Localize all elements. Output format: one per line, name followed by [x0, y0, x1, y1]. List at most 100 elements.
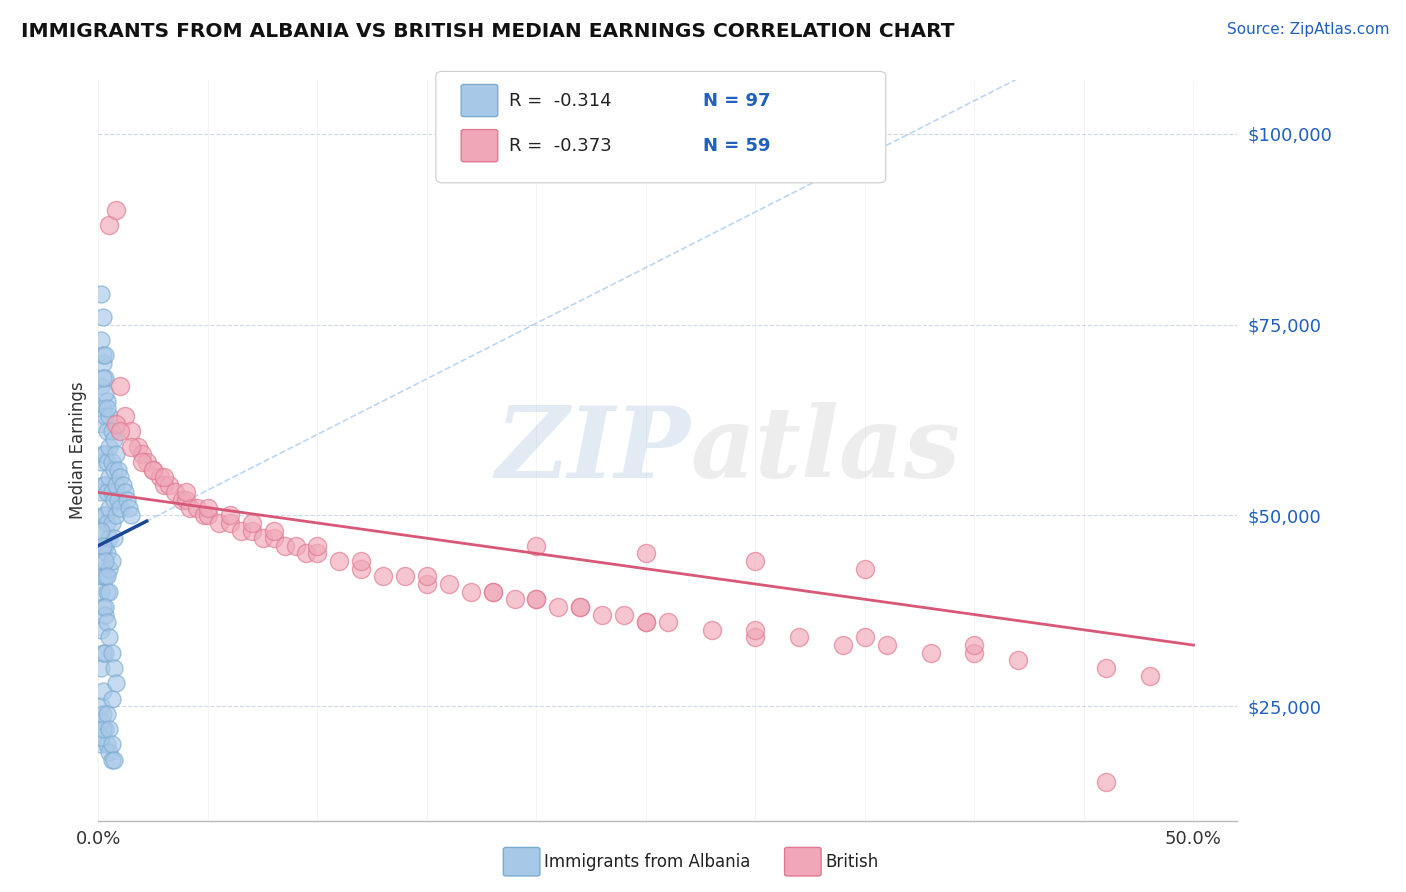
Point	[90, 417, 112, 431]
Point	[876, 638, 898, 652]
Point	[98, 631, 121, 645]
Point	[569, 599, 592, 614]
Point	[90, 584, 112, 599]
Point	[100, 737, 122, 751]
Point	[90, 485, 112, 500]
Point	[273, 539, 295, 553]
Point	[307, 547, 329, 561]
Point	[100, 753, 122, 767]
Point	[120, 425, 142, 439]
Point	[94, 348, 117, 362]
Point	[114, 409, 136, 423]
Point	[787, 631, 810, 645]
Point	[110, 470, 132, 484]
Point	[90, 699, 112, 714]
Point	[100, 691, 122, 706]
Point	[94, 646, 117, 660]
Point	[328, 554, 350, 568]
Point	[503, 592, 526, 607]
Point	[90, 287, 112, 301]
Point	[91, 722, 114, 736]
Point	[963, 646, 986, 660]
Point	[94, 722, 117, 736]
Point	[98, 440, 121, 454]
Point	[1139, 668, 1161, 682]
Point	[91, 356, 114, 370]
Point	[127, 440, 149, 454]
Point	[90, 714, 112, 729]
Point	[142, 462, 165, 476]
Point	[103, 753, 125, 767]
Point	[107, 462, 129, 476]
Point	[91, 310, 114, 324]
Point	[744, 554, 766, 568]
Point	[208, 516, 231, 530]
Point	[104, 508, 127, 523]
Point	[98, 531, 121, 545]
Text: R =  -0.373: R = -0.373	[509, 136, 612, 154]
Point	[416, 577, 439, 591]
Point	[91, 539, 114, 553]
Point	[295, 547, 318, 561]
Point	[90, 524, 112, 538]
Text: Source: ZipAtlas.com: Source: ZipAtlas.com	[1226, 22, 1389, 37]
Point	[416, 569, 439, 583]
Point	[104, 676, 127, 690]
Text: R =  -0.314: R = -0.314	[509, 92, 612, 110]
Point	[98, 584, 121, 599]
Point	[103, 531, 125, 545]
Point	[96, 485, 118, 500]
Point	[229, 524, 252, 538]
Point	[107, 493, 129, 508]
Point	[100, 455, 122, 469]
Point	[104, 417, 127, 431]
Point	[700, 623, 723, 637]
Point	[115, 493, 138, 508]
Point	[252, 531, 274, 545]
Point	[197, 500, 219, 515]
Point	[170, 493, 193, 508]
Point	[90, 623, 112, 637]
Point	[371, 569, 394, 583]
Point	[1007, 653, 1029, 667]
Text: N = 59: N = 59	[703, 136, 770, 154]
Point	[634, 547, 657, 561]
Point	[350, 554, 373, 568]
Point	[96, 547, 118, 561]
Point	[91, 478, 114, 492]
Point	[103, 432, 125, 446]
Point	[90, 661, 112, 675]
Point	[91, 599, 114, 614]
Point	[104, 202, 127, 217]
Point	[91, 684, 114, 698]
Point	[142, 462, 165, 476]
Point	[165, 485, 187, 500]
Point	[96, 737, 118, 751]
Point	[157, 478, 180, 492]
Point	[174, 493, 197, 508]
Point	[394, 569, 416, 583]
Point	[104, 478, 127, 492]
Point	[98, 409, 121, 423]
Point	[96, 569, 118, 583]
Point	[526, 592, 548, 607]
Point	[96, 706, 118, 721]
Point	[90, 455, 112, 469]
Point	[98, 562, 121, 576]
Point	[96, 516, 118, 530]
Point	[131, 455, 153, 469]
Point	[91, 447, 114, 461]
Point	[920, 646, 942, 660]
Point	[547, 599, 569, 614]
Point	[744, 631, 766, 645]
Point	[193, 508, 215, 523]
Point	[98, 219, 121, 233]
Point	[963, 638, 986, 652]
Point	[153, 478, 176, 492]
Point	[197, 508, 219, 523]
Point	[98, 470, 121, 484]
Point	[94, 508, 117, 523]
Point	[240, 516, 263, 530]
Point	[832, 638, 855, 652]
Point	[218, 508, 240, 523]
